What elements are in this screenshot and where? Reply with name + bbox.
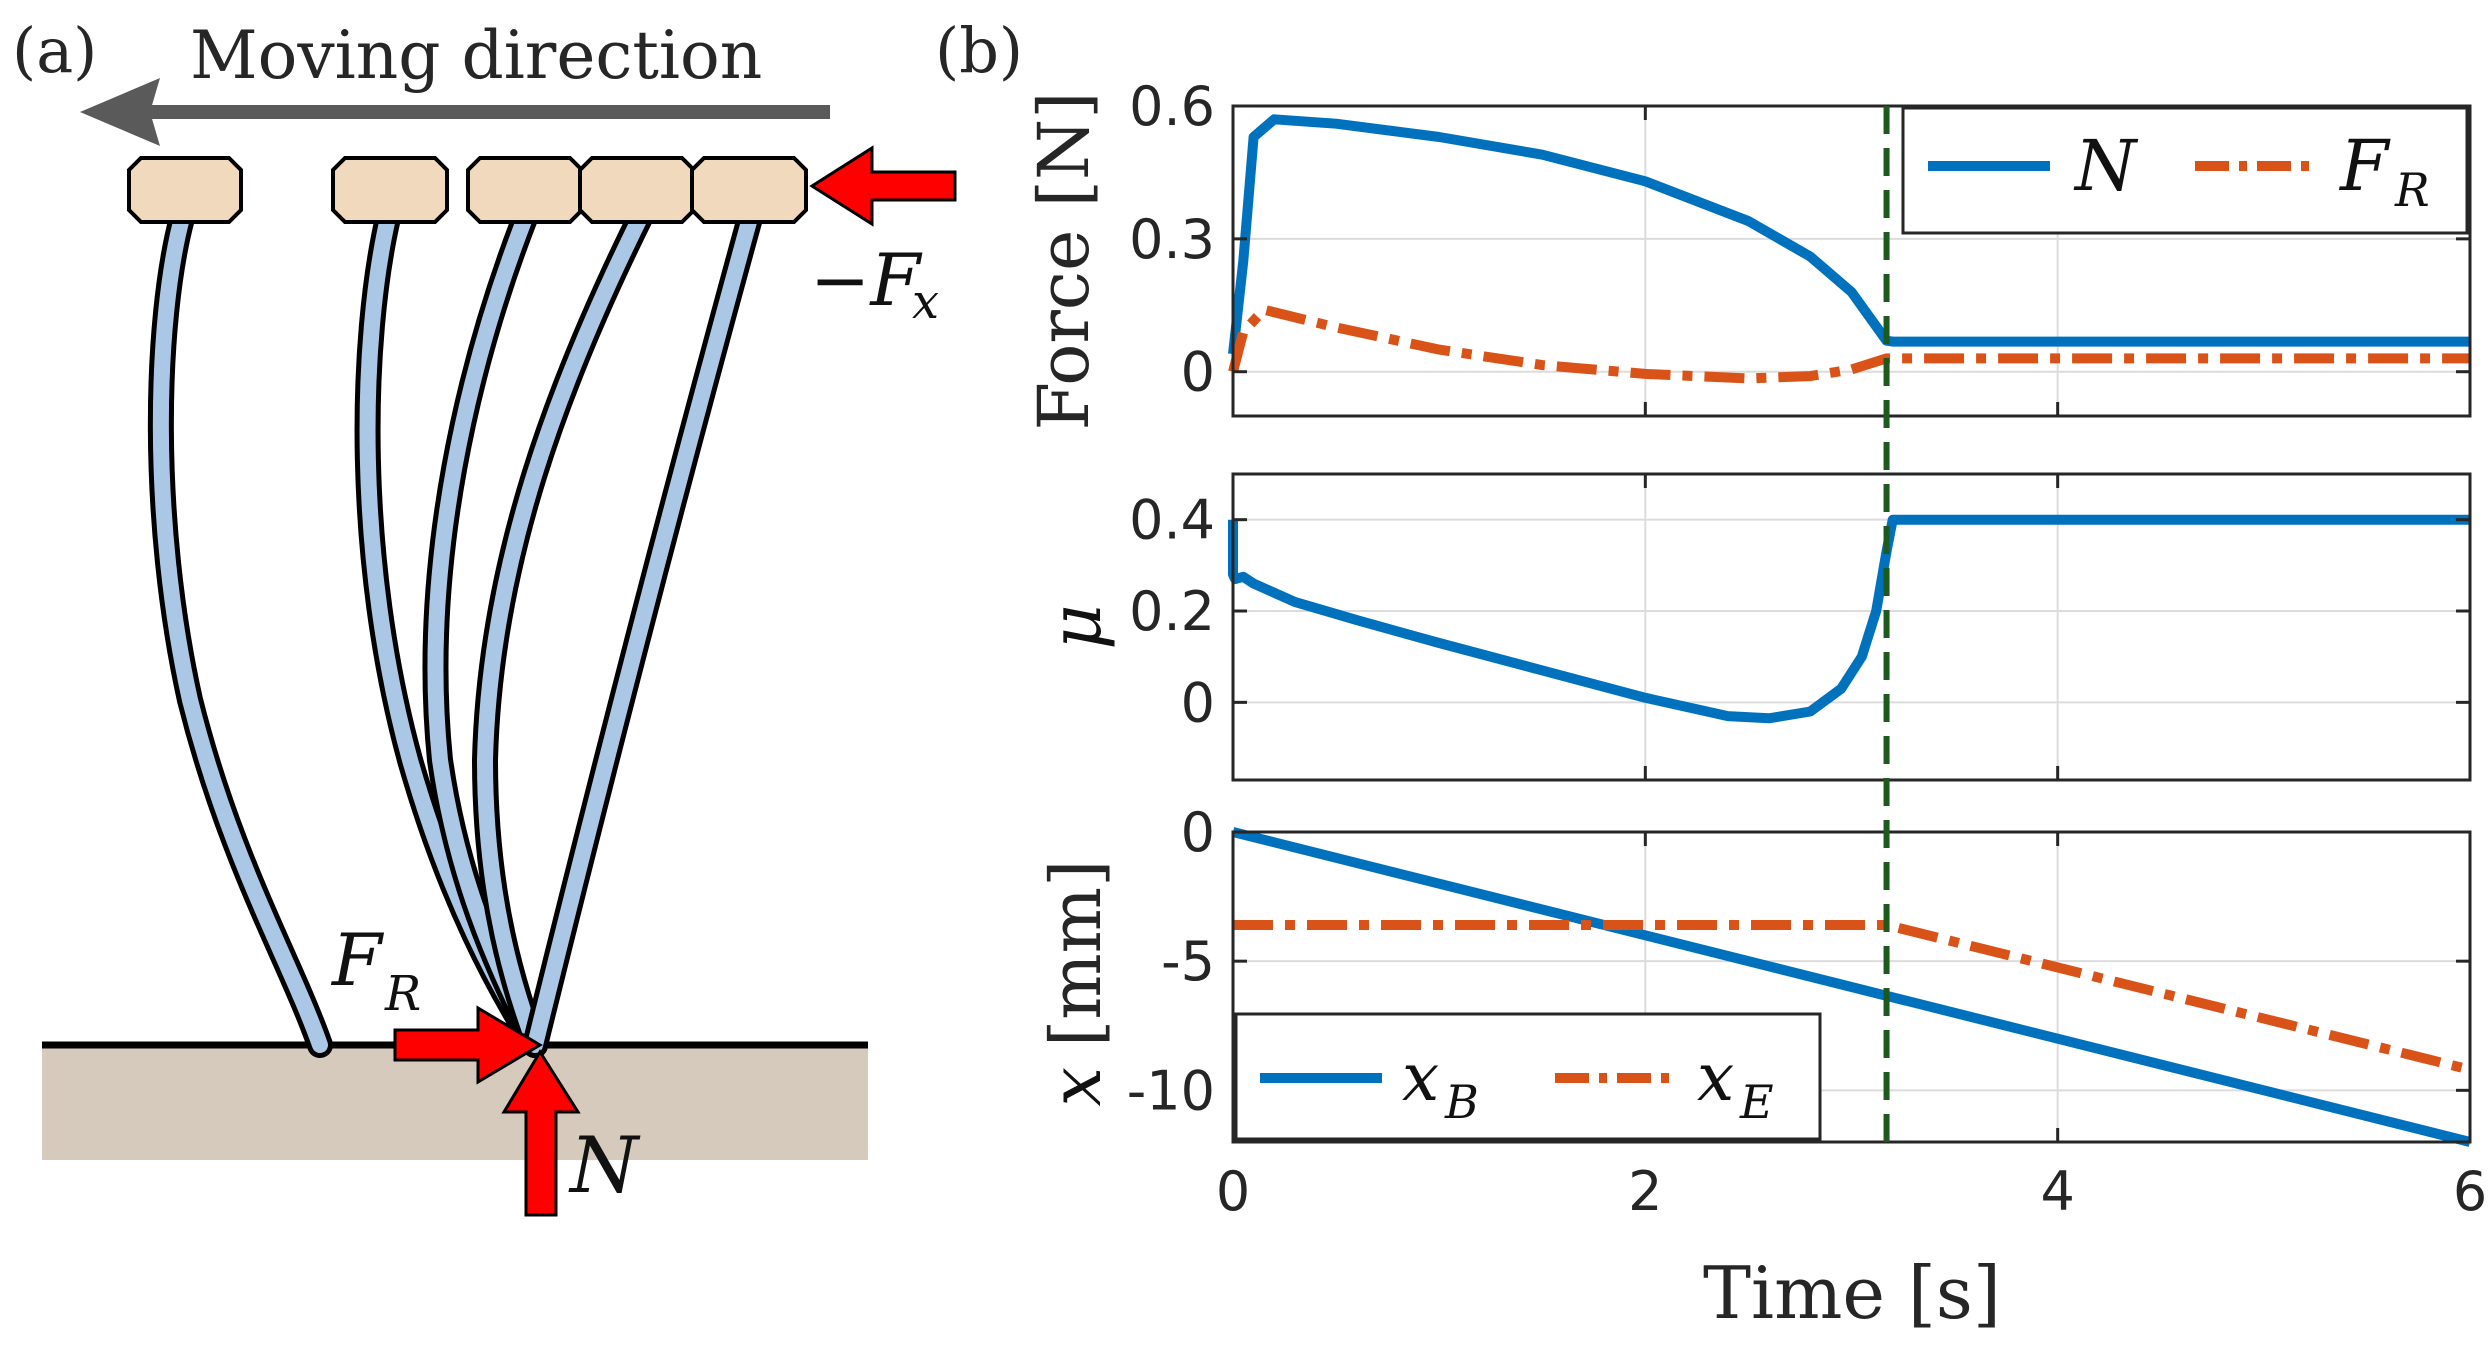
- legend-fr-sub: R: [2394, 163, 2430, 217]
- position-ylabel-unit: [mm]: [1035, 860, 1117, 1047]
- legend-xe-sub: E: [1739, 1075, 1774, 1129]
- force-ytick-label-2: 0.6: [1129, 75, 1215, 138]
- force-plot: 0 0.3 0.6 Force [N] N F R: [1023, 75, 2472, 431]
- force-legend: N F R: [1901, 106, 2469, 235]
- mu-ytick-label-2: 0.4: [1129, 489, 1215, 552]
- base-block-5: [690, 156, 808, 224]
- force-ticks: 0 0.3 0.6: [1129, 75, 2472, 416]
- legend-fr-label: F: [2338, 125, 2391, 207]
- fx-label: −F: [810, 238, 923, 322]
- position-ylabel-var: x: [1035, 1067, 1117, 1106]
- fr-arrow: [393, 1005, 543, 1085]
- position-series-x_B: [1231, 827, 2472, 1147]
- n-arrow: [501, 1049, 581, 1217]
- force-ytick-label-1: 0.3: [1129, 208, 1215, 271]
- panel-b-label: (b): [935, 14, 1023, 87]
- moving-direction-label: Moving direction: [190, 17, 762, 94]
- fiber-5: [527, 210, 758, 1053]
- position-ylabel: x [mm]: [1035, 860, 1117, 1107]
- mu-axes-box: [1231, 472, 2472, 782]
- base-block-1: [127, 156, 243, 224]
- base-blocks: [127, 156, 808, 224]
- time-xtick-label-3: 6: [2453, 1160, 2487, 1223]
- mu-ytick-label-0: 0: [1181, 671, 1215, 734]
- force-ylabel: Force [N]: [1023, 91, 1105, 430]
- position-ytick-label-0: 0: [1181, 801, 1215, 864]
- mu-ytick-label-1: 0.2: [1129, 580, 1215, 643]
- legend-xe-label: x: [1697, 1039, 1734, 1116]
- mu-ylabel: μ: [1035, 604, 1117, 650]
- fiber-1: [152, 210, 328, 1053]
- force-axes-box: [1231, 104, 2472, 418]
- n-label: N: [568, 1121, 641, 1211]
- force-ytick-label-0: 0: [1181, 341, 1215, 404]
- fiber-4: [476, 210, 648, 1053]
- fr-label: F: [330, 918, 385, 1002]
- fr-label-sub: R: [384, 966, 421, 1022]
- base-block-3: [466, 156, 584, 224]
- fx-label-sub: x: [912, 274, 939, 330]
- moving-direction-arrowhead: [80, 78, 160, 146]
- mu-series: [1228, 514, 2470, 724]
- time-xtick-label-1: 2: [1628, 1160, 1662, 1223]
- position-plot: 0 -5 -10 x [mm] x B x E: [1035, 801, 2472, 1147]
- panel-a-label: (a): [12, 14, 97, 87]
- fibers: [147, 205, 763, 1058]
- mu-series-mu: [1228, 514, 2470, 724]
- base-block-4: [578, 156, 696, 224]
- time-axis-ticks: 0 2 4 6: [1216, 1160, 2487, 1223]
- time-xtick-label-2: 4: [2040, 1160, 2074, 1223]
- legend-xb-sub: B: [1444, 1075, 1479, 1129]
- legend-xb-label: x: [1402, 1039, 1439, 1116]
- fx-arrow: [809, 145, 957, 227]
- position-legend: x B x E: [1234, 1012, 1822, 1141]
- time-xtick-label-0: 0: [1216, 1160, 1250, 1223]
- ground: [42, 1045, 868, 1160]
- force-series-N: [1228, 114, 2470, 355]
- position-ytick-label-2: -10: [1127, 1059, 1215, 1122]
- base-block-2: [331, 156, 449, 224]
- legend-n-label: N: [2073, 125, 2139, 207]
- mu-ticks: 0 0.2 0.4: [1129, 474, 2472, 780]
- mu-plot: 0 0.2 0.4 μ: [1035, 472, 2472, 782]
- time-xlabel: Time [s]: [1703, 1251, 2001, 1335]
- position-axes-box: [1231, 830, 2472, 1144]
- position-ticks: 0 -5 -10: [1127, 801, 2472, 1142]
- panel-a: (a) Moving direction: [12, 14, 957, 1217]
- panel-b: (b) 0 0.3 0.6 Force [N] N F R 0 0.2 0.4: [935, 14, 2487, 1335]
- position-ytick-label-1: -5: [1161, 930, 1215, 993]
